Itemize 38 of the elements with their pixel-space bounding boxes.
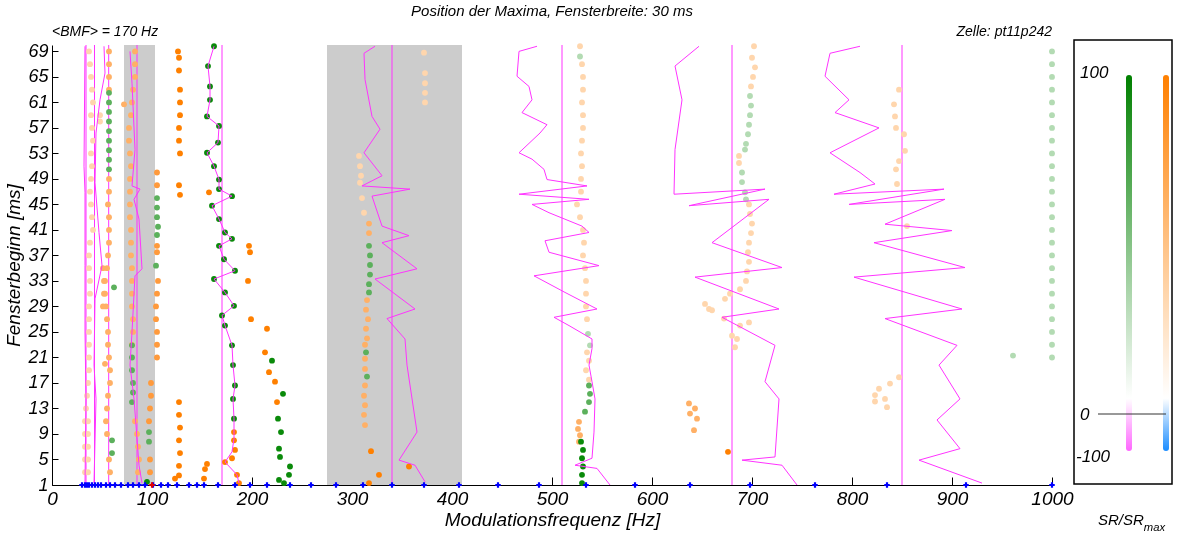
- y-tick-label: 33: [28, 270, 49, 291]
- y-tick-label: 17: [28, 372, 50, 393]
- text: 0: [1080, 405, 1090, 424]
- y-axis-title: Fensterbeginn [ms]: [3, 183, 25, 347]
- x-tick-label: 900: [936, 487, 969, 509]
- x-tick-label: 800: [836, 487, 869, 509]
- text: 100: [1080, 63, 1109, 82]
- y-tick-label: 61: [28, 91, 49, 112]
- x-tick-label: 400: [436, 487, 469, 509]
- y-tick-label: 5: [38, 448, 50, 469]
- text: Zelle: pt11p242: [955, 23, 1053, 39]
- y-tick-label: 65: [28, 66, 50, 87]
- text: <BMF> = 170 Hz: [52, 23, 159, 39]
- y-tick-label: 29: [27, 295, 49, 316]
- y-tick-label: 53: [28, 142, 49, 163]
- y-tick-label: 57: [28, 117, 50, 138]
- y-tick-label: 41: [28, 219, 49, 240]
- x-axis-title: Modulationsfrequenz [Hz]: [444, 508, 661, 530]
- y-tick-label: 25: [27, 321, 50, 342]
- y-tick-label: 13: [28, 397, 49, 418]
- y-tick-label: 1: [38, 474, 49, 495]
- x-tick-label: 700: [736, 487, 769, 509]
- x-tick-label: 300: [336, 487, 369, 509]
- x-tick-label: 100: [136, 487, 169, 509]
- text: -100: [1076, 447, 1111, 466]
- x-tick-label: 0: [47, 487, 59, 509]
- x-tick-label: 500: [536, 487, 569, 509]
- y-tick-label: 9: [38, 423, 49, 444]
- y-tick-label: 21: [27, 346, 49, 367]
- y-tick-label: 69: [28, 40, 49, 61]
- chart-title: Position der Maxima, Fensterbreite: 30 ms: [411, 2, 694, 19]
- x-tick-label: 1000: [1031, 487, 1075, 509]
- x-tick-label: 200: [235, 487, 269, 509]
- text: SR/SR$_{max}$: [1098, 511, 1166, 533]
- y-tick-label: 45: [28, 193, 50, 214]
- y-tick-label: 37: [28, 244, 50, 265]
- y-tick-label: 49: [28, 168, 49, 189]
- x-tick-label: 600: [636, 487, 669, 509]
